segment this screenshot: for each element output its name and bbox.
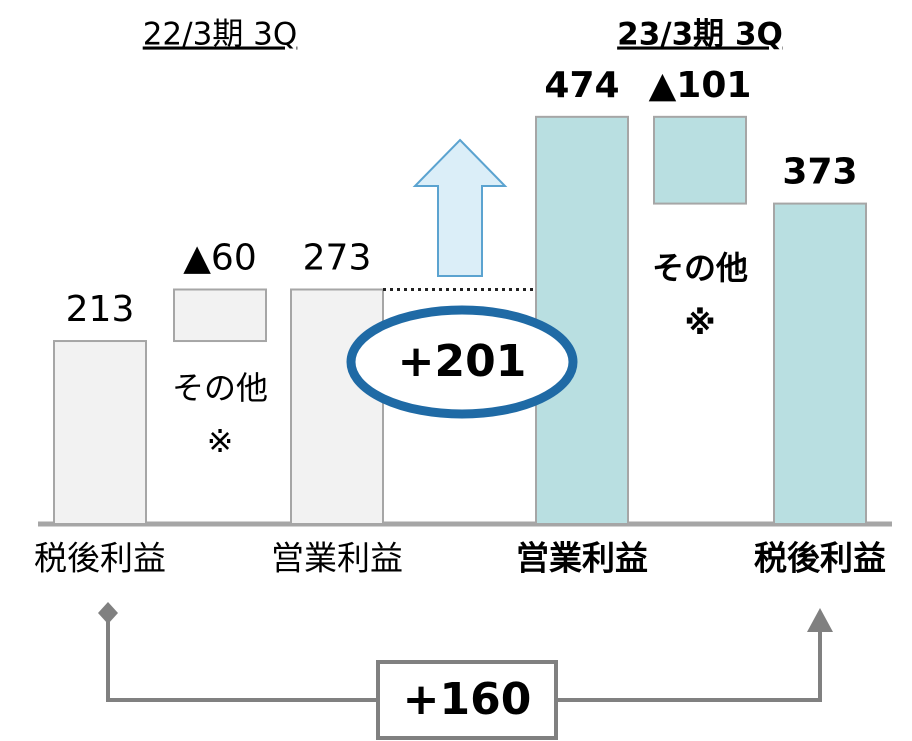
connector-arrowhead — [807, 608, 833, 632]
bar-annotation: その他 — [652, 249, 748, 287]
value-label: ▲101 — [649, 65, 752, 106]
bar — [773, 202, 867, 525]
value-label: 373 — [782, 152, 857, 193]
bar — [290, 288, 384, 525]
bar-annotation: ※ — [207, 422, 234, 460]
value-label: ▲60 — [183, 237, 257, 278]
bar-annotation: ※ — [684, 304, 715, 342]
change-label: +201 — [398, 336, 527, 387]
bar — [653, 115, 747, 205]
value-label: 273 — [303, 237, 372, 278]
x-tick-label: 税後利益 — [754, 539, 886, 578]
period-title: 22/3期 3Q — [143, 17, 298, 53]
x-tick-label: 営業利益 — [271, 539, 403, 578]
bar — [53, 340, 147, 525]
connector-start — [98, 602, 118, 624]
change-box — [376, 660, 558, 740]
bar — [173, 288, 267, 343]
up-arrow — [412, 138, 508, 277]
x-tick-label: 営業利益 — [516, 539, 648, 578]
bar — [535, 115, 629, 525]
bar-annotation: その他 — [172, 369, 268, 407]
change-label: +160 — [403, 674, 532, 725]
value-label: 213 — [66, 289, 135, 330]
period-title: 23/3期 3Q — [617, 17, 783, 53]
value-label: 474 — [544, 65, 619, 106]
highlight-ellipse — [346, 305, 578, 419]
x-tick-label: 税後利益 — [34, 539, 166, 578]
